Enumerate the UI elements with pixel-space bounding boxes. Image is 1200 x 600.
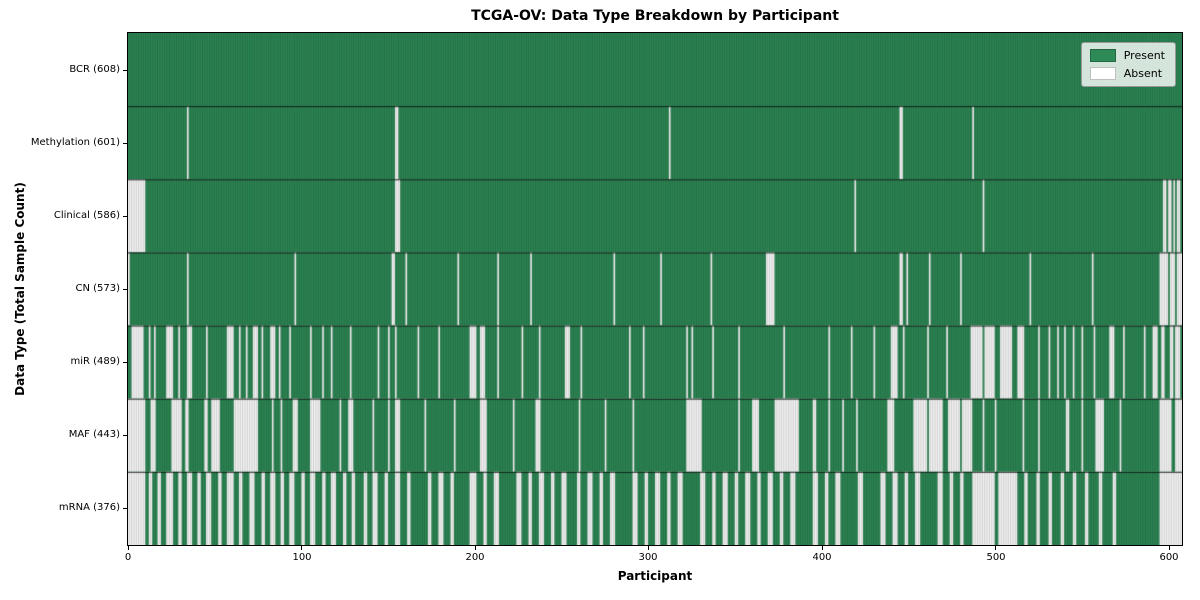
x-tick-mark bbox=[128, 546, 129, 550]
x-tick-mark bbox=[822, 546, 823, 550]
y-tick-label-mir: miR (489) bbox=[70, 356, 120, 367]
x-tick-label: 200 bbox=[465, 552, 485, 563]
legend-present-label: Present bbox=[1123, 49, 1165, 62]
x-tick-mark bbox=[475, 546, 476, 550]
y-tick-mark bbox=[123, 508, 127, 509]
y-tick-mark bbox=[123, 216, 127, 217]
legend-absent-swatch bbox=[1089, 67, 1116, 80]
legend-entry-absent: Absent bbox=[1089, 67, 1165, 80]
x-tick-label: 600 bbox=[1159, 552, 1179, 563]
y-tick-label-cn: CN (573) bbox=[75, 283, 120, 294]
x-tick-label: 400 bbox=[812, 552, 832, 563]
x-axis-label: Participant bbox=[617, 569, 693, 583]
legend-entry-present: Present bbox=[1089, 49, 1165, 62]
y-tick-mark bbox=[123, 143, 127, 144]
plot-area: Present Absent bbox=[127, 32, 1183, 546]
y-tick-mark bbox=[123, 362, 127, 363]
x-tick-mark bbox=[1169, 546, 1170, 550]
y-tick-label-bcr: BCR (608) bbox=[69, 64, 120, 75]
x-tick-mark bbox=[301, 546, 302, 550]
y-tick-label-clinical: Clinical (586) bbox=[53, 210, 120, 221]
x-tick-label: 100 bbox=[292, 552, 312, 563]
x-tick-mark bbox=[648, 546, 649, 550]
legend-absent-label: Absent bbox=[1123, 67, 1163, 80]
x-tick-label: 0 bbox=[124, 552, 132, 563]
y-tick-label-maf: MAF (443) bbox=[68, 429, 120, 440]
legend-present-swatch bbox=[1089, 49, 1116, 62]
heatmap-canvas bbox=[128, 33, 1182, 545]
chart-title: TCGA-OV: Data Type Breakdown by Particip… bbox=[471, 8, 839, 24]
y-axis-label: Data Type (Total Sample Count) bbox=[13, 182, 27, 396]
y-tick-label-mrna: mRNA (376) bbox=[58, 502, 120, 513]
x-tick-mark bbox=[995, 546, 996, 550]
x-tick-label: 300 bbox=[638, 552, 658, 563]
x-tick-label: 500 bbox=[986, 552, 1006, 563]
y-tick-label-methylation: Methylation (601) bbox=[30, 137, 120, 148]
legend: Present Absent bbox=[1080, 42, 1176, 87]
y-tick-mark bbox=[123, 289, 127, 290]
y-tick-mark bbox=[123, 435, 127, 436]
y-tick-mark bbox=[123, 70, 127, 71]
